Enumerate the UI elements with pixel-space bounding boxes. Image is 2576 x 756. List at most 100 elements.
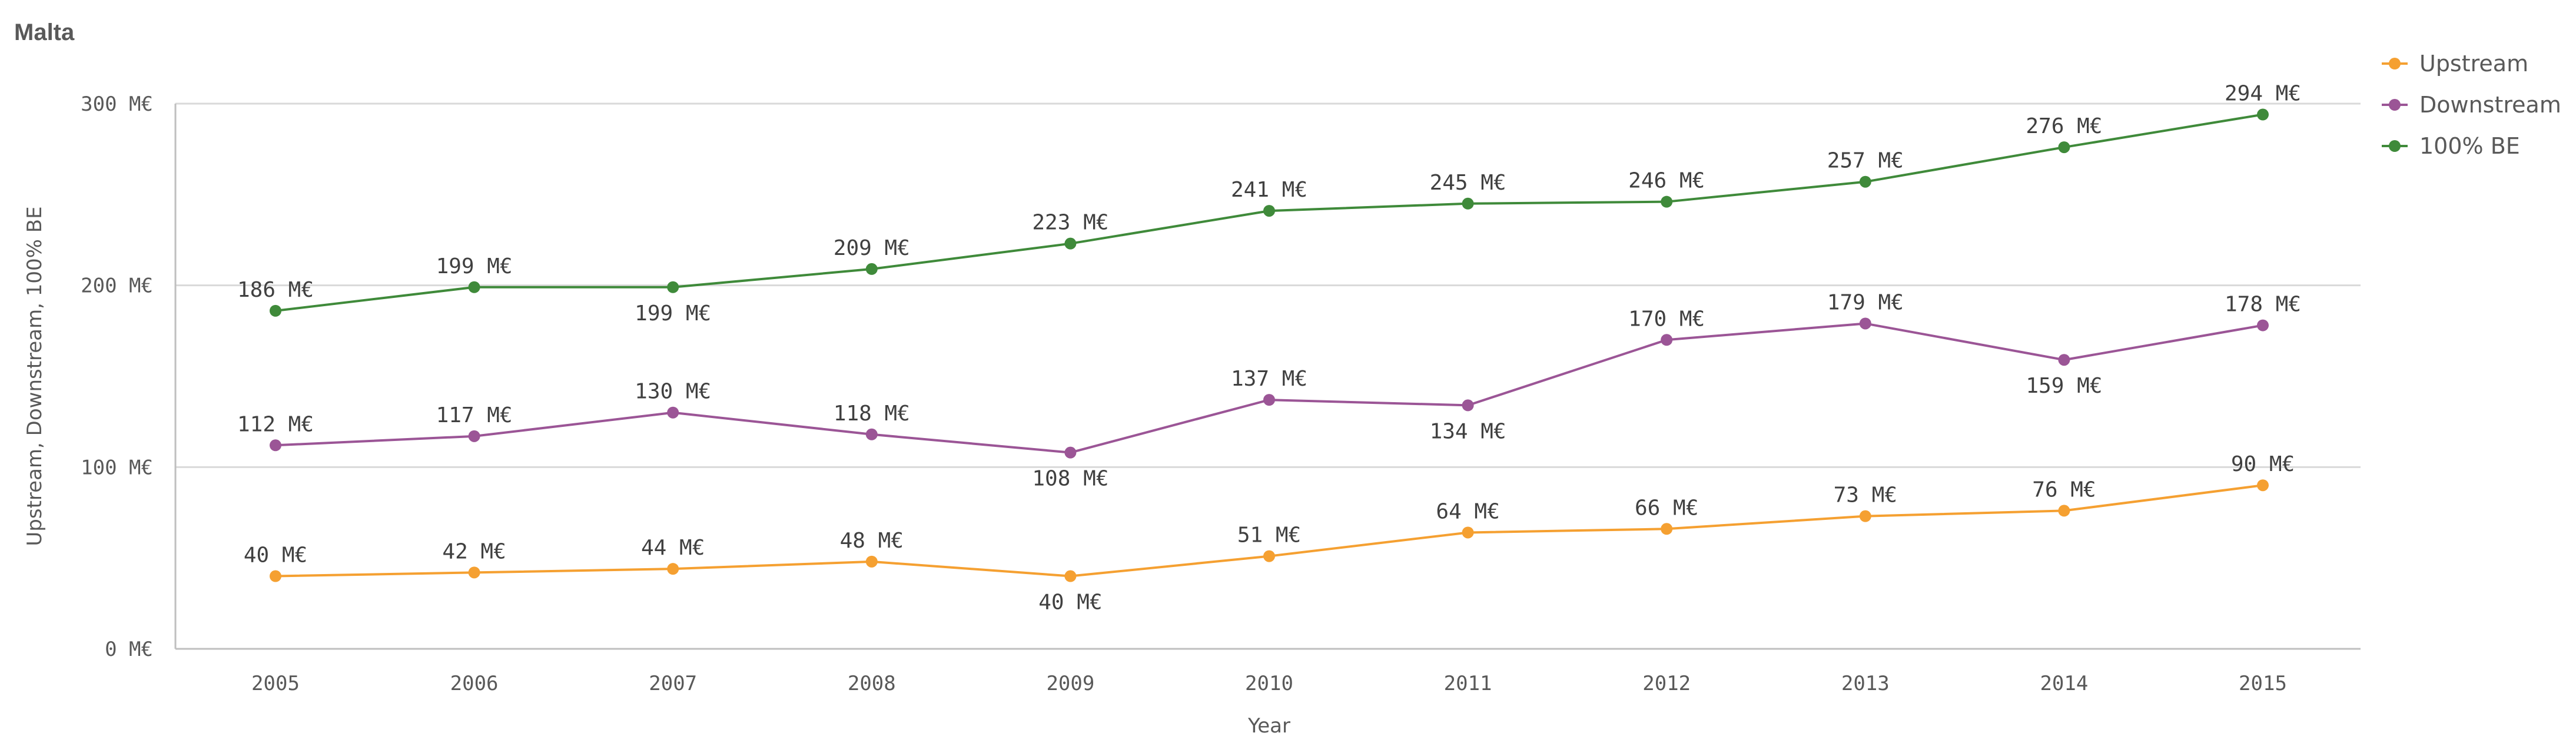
x-tick-label: 2010 <box>1245 672 1293 695</box>
data-point[interactable] <box>1462 197 1474 210</box>
legend[interactable]: Upstream Downstream 100% BE <box>2382 51 2561 159</box>
data-point[interactable] <box>667 563 679 575</box>
data-point[interactable] <box>1263 205 1275 217</box>
legend-label: 100% BE <box>2419 133 2520 159</box>
data-label: 186 M€ <box>237 278 314 302</box>
data-label: 108 M€ <box>1032 467 1108 491</box>
x-tick-label: 2005 <box>251 672 300 695</box>
data-label: 241 M€ <box>1231 178 1307 202</box>
data-label: 294 M€ <box>2225 82 2301 106</box>
data-point[interactable] <box>270 570 281 582</box>
data-point[interactable] <box>1462 526 1474 539</box>
data-label: 178 M€ <box>2225 293 2301 317</box>
data-label: 42 M€ <box>442 539 506 563</box>
data-label: 44 M€ <box>641 536 705 560</box>
y-tick-label: 100 M€ <box>81 456 153 479</box>
x-tick-label: 2007 <box>649 672 697 695</box>
data-point[interactable] <box>2058 505 2070 517</box>
data-label: 170 M€ <box>1628 307 1705 331</box>
x-tick-label: 2013 <box>1841 672 1890 695</box>
y-tick-label: 200 M€ <box>81 274 153 298</box>
data-label: 137 M€ <box>1231 367 1307 391</box>
data-point[interactable] <box>2257 319 2269 331</box>
data-label: 199 M€ <box>436 254 513 278</box>
data-label: 118 M€ <box>834 402 910 426</box>
data-label: 90 M€ <box>2231 452 2295 476</box>
data-point[interactable] <box>865 263 878 275</box>
axes: 0 M€ 100 M€ 200 M€ 300 M€ 2005 2006 2007 2008 20… <box>23 92 2287 738</box>
chart-title: Malta <box>14 19 75 45</box>
grid <box>175 102 2361 650</box>
data-label: 117 M€ <box>436 403 513 427</box>
data-label: 66 M€ <box>1635 496 1698 520</box>
legend-item[interactable]: Downstream <box>2382 92 2561 118</box>
data-label: 130 M€ <box>635 380 711 404</box>
data-label: 209 M€ <box>834 236 910 260</box>
y-axis-title: Upstream, Downstream, 100% BE <box>23 206 47 546</box>
data-label: 257 M€ <box>1827 149 1904 173</box>
data-point[interactable] <box>1064 237 1077 250</box>
data-point[interactable] <box>2058 141 2070 154</box>
data-point[interactable] <box>468 566 480 579</box>
data-label: 179 M€ <box>1827 290 1904 314</box>
data-point[interactable] <box>2058 354 2070 366</box>
legend-label: Downstream <box>2419 92 2561 118</box>
data-point[interactable] <box>667 281 679 293</box>
data-point[interactable] <box>270 439 281 452</box>
data-point[interactable] <box>1661 195 1673 208</box>
legend-label: Upstream <box>2419 51 2528 77</box>
x-tick-label: 2014 <box>2040 672 2088 695</box>
y-tick-label: 0 M€ <box>105 638 153 661</box>
data-point[interactable] <box>1263 550 1275 562</box>
legend-item[interactable]: 100% BE <box>2382 133 2520 159</box>
series: 40 M€ 42 M€ 44 M€ 48 M€ 40 M€ 51 M€ 64 M€ 66 M€… <box>237 82 2301 615</box>
data-label: 48 M€ <box>840 529 904 553</box>
data-point[interactable] <box>1859 510 1871 522</box>
legend-dot-marker <box>2389 58 2401 69</box>
data-label: 246 M€ <box>1628 169 1705 193</box>
data-label: 276 M€ <box>2026 114 2102 138</box>
data-point[interactable] <box>667 406 679 419</box>
data-label: 40 M€ <box>1038 591 1102 615</box>
data-label: 112 M€ <box>237 412 314 436</box>
data-label: 199 M€ <box>635 301 711 326</box>
data-label: 76 M€ <box>2032 478 2096 502</box>
data-label: 73 M€ <box>1834 483 1897 508</box>
data-point[interactable] <box>865 428 878 440</box>
x-tick-label: 2009 <box>1046 672 1094 695</box>
data-point[interactable] <box>1064 570 1077 582</box>
data-point[interactable] <box>1859 175 1871 188</box>
data-point[interactable] <box>1859 317 1871 330</box>
data-point[interactable] <box>1462 399 1474 412</box>
data-point[interactable] <box>468 281 480 293</box>
y-tick-label: 300 M€ <box>81 92 153 116</box>
data-point[interactable] <box>468 430 480 442</box>
legend-item[interactable]: Upstream <box>2382 51 2528 77</box>
x-tick-label: 2008 <box>848 672 896 695</box>
x-tick-label: 2015 <box>2239 672 2287 695</box>
data-point[interactable] <box>2257 108 2269 121</box>
x-tick-label: 2011 <box>1444 672 1492 695</box>
data-label: 245 M€ <box>1430 171 1506 195</box>
series-upstream: 40 M€ 42 M€ 44 M€ 48 M€ 40 M€ 51 M€ 64 M€ 66 M€… <box>244 452 2295 614</box>
data-label: 134 M€ <box>1430 419 1506 443</box>
data-point[interactable] <box>1263 394 1275 406</box>
data-label: 159 M€ <box>2026 374 2102 398</box>
data-point[interactable] <box>1064 446 1077 459</box>
x-axis-title: Year <box>1247 714 1290 738</box>
data-label: 64 M€ <box>1436 499 1499 523</box>
data-point[interactable] <box>2257 479 2269 492</box>
x-tick-label: 2006 <box>450 672 499 695</box>
series-downstream: 112 M€ 117 M€ 130 M€ 118 M€ 108 M€ 137 M€ 134 … <box>237 290 2301 490</box>
data-label: 223 M€ <box>1032 211 1108 235</box>
data-point[interactable] <box>1661 334 1673 346</box>
data-point[interactable] <box>1661 523 1673 535</box>
legend-dot-marker <box>2389 99 2401 111</box>
legend-dot-marker <box>2389 140 2401 152</box>
x-tick-label: 2012 <box>1642 672 1691 695</box>
data-point[interactable] <box>270 304 281 317</box>
data-label: 40 M€ <box>244 543 307 568</box>
data-label: 51 M€ <box>1237 523 1301 548</box>
data-point[interactable] <box>865 555 878 568</box>
